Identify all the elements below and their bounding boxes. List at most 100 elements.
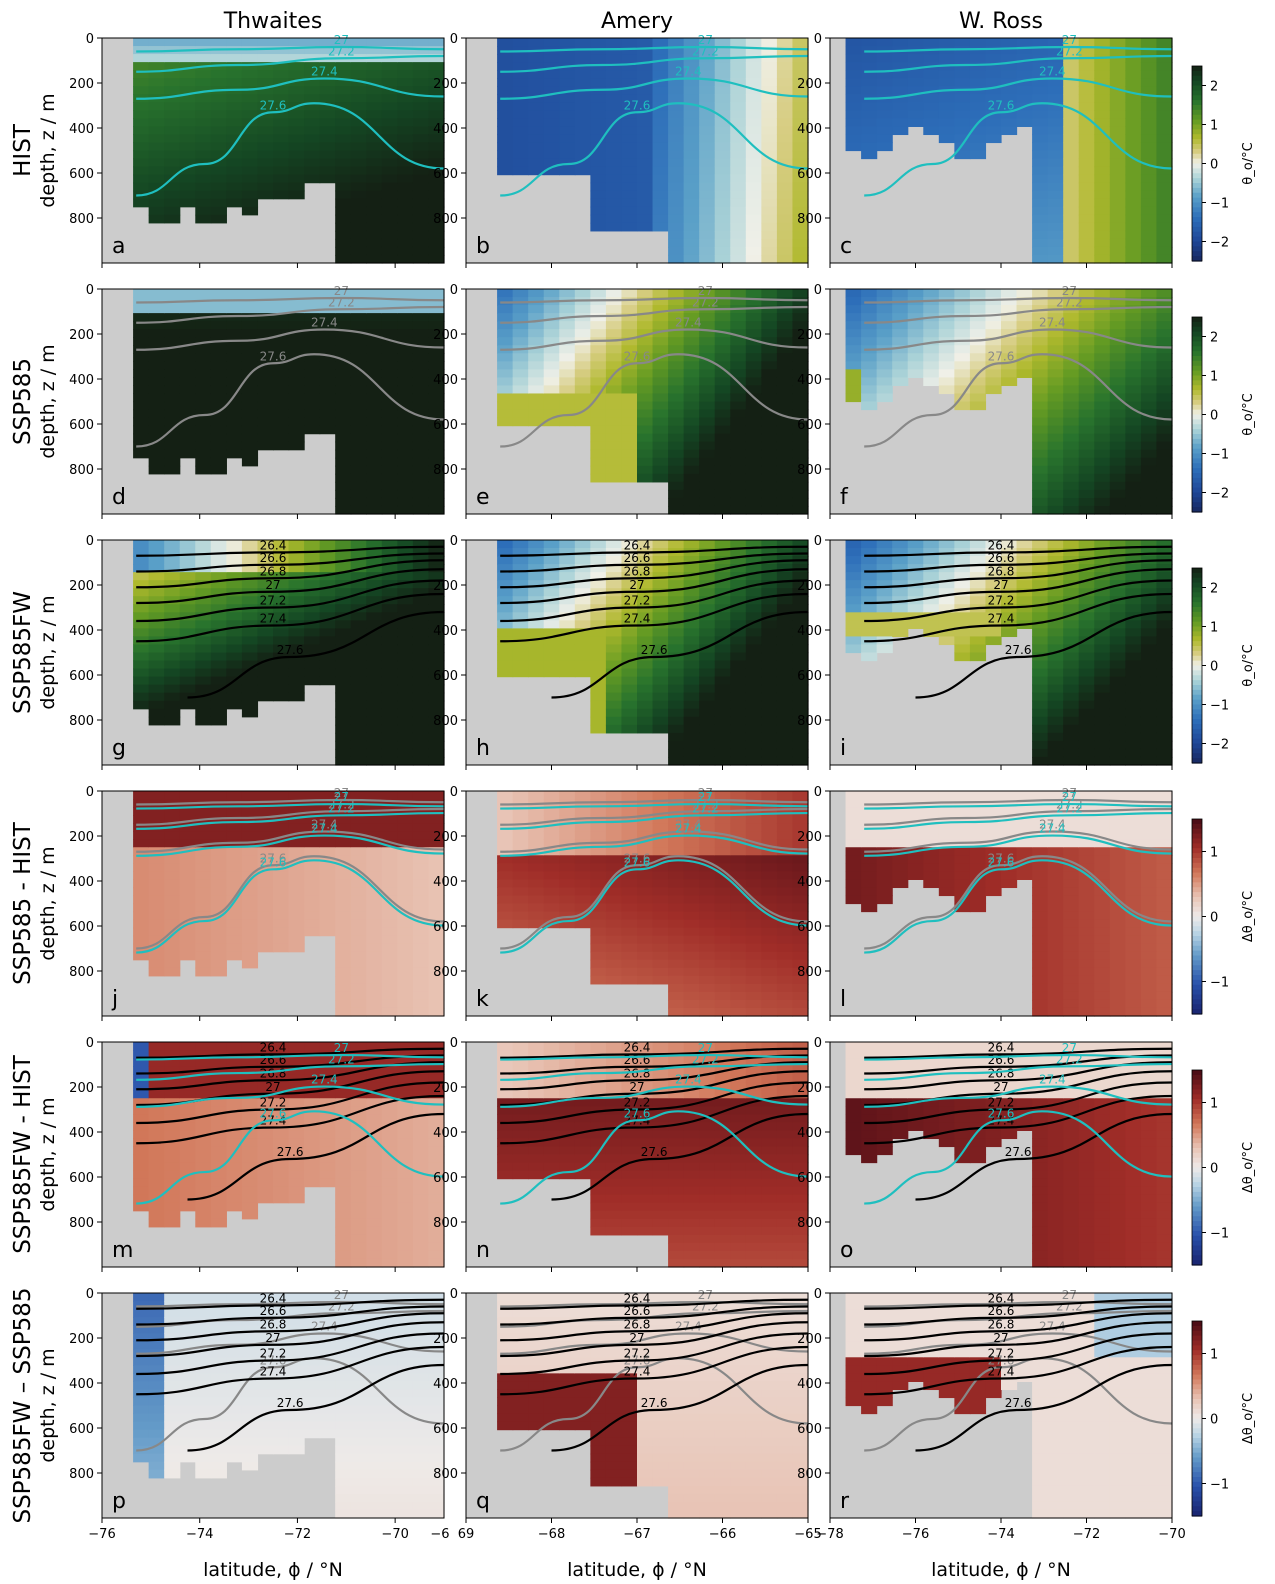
- heatmap-cell: [381, 62, 398, 71]
- heatmap-cell: [621, 110, 638, 119]
- heatmap-cell: [714, 644, 731, 654]
- heatmap-cell: [1109, 166, 1126, 176]
- heatmap-cell: [133, 425, 150, 435]
- heatmap-cell: [1140, 230, 1158, 240]
- heatmap-cell: [512, 652, 529, 662]
- contour-label: 27.2: [260, 594, 287, 608]
- heatmap-cell: [148, 377, 165, 387]
- heatmap-cell: [1032, 580, 1049, 589]
- colorbar-swatch: [1192, 419, 1202, 425]
- heatmap-cell: [761, 62, 778, 71]
- heatmap-cell: [907, 118, 924, 127]
- heatmap-cell: [428, 724, 445, 734]
- heatmap-cell: [543, 417, 560, 427]
- heatmap-cell: [1047, 612, 1064, 621]
- heatmap-cell: [350, 724, 367, 734]
- heatmap-cell: [497, 54, 514, 63]
- heatmap-cell: [304, 927, 321, 937]
- heatmap-cell: [350, 548, 367, 557]
- heatmap-cell: [428, 449, 445, 459]
- heatmap-cell: [574, 556, 591, 565]
- heatmap-cell: [1016, 564, 1033, 573]
- heatmap-cell: [699, 409, 716, 419]
- heatmap-cell: [1125, 465, 1142, 475]
- heatmap-cell: [714, 441, 731, 451]
- heatmap-cell: [195, 676, 212, 686]
- heatmap-cell: [590, 369, 607, 378]
- heatmap-cell: [428, 951, 445, 961]
- heatmap-cell: [1156, 198, 1173, 208]
- heatmap-cell: [621, 222, 638, 232]
- heatmap-cell: [257, 644, 274, 654]
- heatmap-cell: [637, 297, 654, 306]
- heatmap-cell: [428, 620, 445, 629]
- heatmap-cell: [792, 580, 809, 589]
- heatmap-cell: [366, 999, 383, 1009]
- heatmap-cell: [350, 967, 367, 977]
- heatmap-cell: [1109, 198, 1126, 208]
- heatmap-cell: [512, 417, 529, 427]
- heatmap-cell: [179, 887, 196, 897]
- heatmap-cell: [397, 668, 414, 678]
- heatmap-cell: [985, 305, 1002, 314]
- heatmap-cell: [164, 935, 181, 945]
- heatmap-cell: [528, 564, 545, 573]
- heatmap-cell: [792, 748, 809, 758]
- heatmap-cell: [745, 385, 762, 395]
- heatmap-cell: [1109, 110, 1126, 119]
- heatmap-cell: [241, 911, 259, 921]
- heatmap-cell: [605, 214, 623, 224]
- heatmap-cell: [1001, 369, 1018, 378]
- heatmap-cell: [1047, 652, 1064, 662]
- colorbar: 210−1−2θ_o/°C: [1191, 316, 1256, 513]
- heatmap-cell: [350, 62, 367, 71]
- heatmap-cell: [195, 620, 212, 629]
- heatmap-cell: [792, 668, 809, 678]
- heatmap-cell: [652, 158, 669, 168]
- y-tick-label: 600: [69, 920, 94, 935]
- colorbar-swatch: [1192, 448, 1202, 455]
- heatmap-cell: [776, 150, 794, 160]
- heatmap-cell: [1125, 289, 1142, 298]
- heatmap-cell: [195, 457, 212, 467]
- heatmap-cell: [1032, 716, 1049, 726]
- heatmap-cell: [1109, 126, 1126, 136]
- y-tick-label: 400: [69, 122, 94, 137]
- heatmap-cell: [683, 246, 700, 256]
- heatmap-cell: [892, 353, 909, 362]
- heatmap-cell: [792, 385, 809, 395]
- heatmap-cell: [179, 70, 196, 79]
- heatmap-cell: [861, 401, 878, 411]
- heatmap-cell: [412, 799, 430, 808]
- heatmap-cell: [730, 214, 747, 224]
- heatmap-cell: [761, 540, 778, 549]
- heatmap-cell: [512, 409, 529, 419]
- heatmap-cell: [954, 612, 971, 621]
- y-tick-label: 400: [797, 624, 822, 639]
- heatmap-cell: [861, 329, 878, 338]
- heatmap-cell: [621, 150, 638, 160]
- heatmap-cell: [335, 401, 352, 411]
- heatmap-cell: [335, 465, 352, 475]
- heatmap-cell: [366, 481, 383, 491]
- heatmap-cell: [730, 393, 747, 403]
- heatmap-cell: [397, 700, 414, 710]
- colorbar-swatch: [1192, 148, 1202, 155]
- heatmap-cell: [381, 879, 398, 889]
- heatmap-cell: [366, 86, 383, 95]
- heatmap-cell: [273, 604, 290, 613]
- heatmap-cell: [621, 457, 638, 467]
- heatmap-cell: [428, 684, 445, 694]
- heatmap-cell: [512, 540, 529, 549]
- heatmap-cell: [938, 369, 955, 378]
- heatmap-cell: [210, 174, 227, 184]
- heatmap-cell: [257, 871, 274, 880]
- heatmap-cell: [1094, 38, 1111, 47]
- heatmap-cell: [179, 572, 196, 581]
- heatmap-cell: [621, 417, 638, 427]
- heatmap-cell: [1001, 118, 1018, 127]
- heatmap-cell: [543, 652, 560, 662]
- heatmap-cell: [1140, 660, 1158, 670]
- heatmap-cell: [605, 297, 623, 306]
- heatmap-cell: [730, 724, 747, 734]
